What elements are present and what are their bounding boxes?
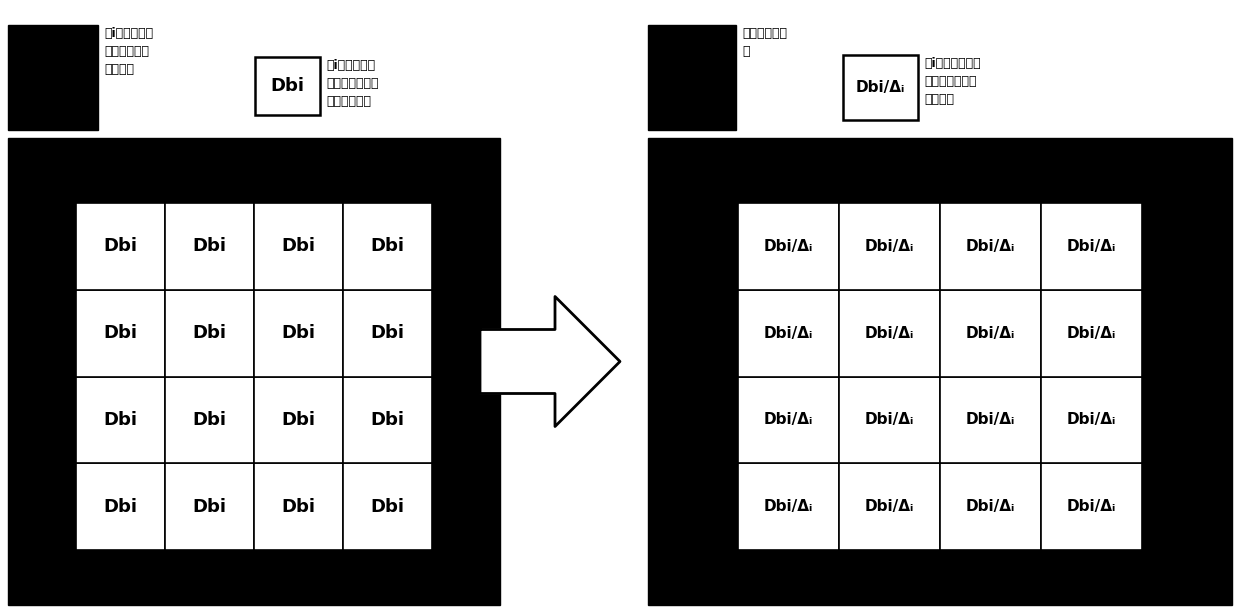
Text: Dbi: Dbi [192, 411, 227, 429]
Text: Dbi: Dbi [103, 498, 138, 515]
Polygon shape [480, 296, 620, 426]
Bar [7, 25, 98, 130]
Bar [76, 290, 165, 376]
Bar [165, 376, 254, 463]
Text: Dbi/Δᵢ: Dbi/Δᵢ [1066, 499, 1116, 514]
Text: Dbi/Δᵢ: Dbi/Δᵢ [864, 326, 914, 340]
Text: Dbi/Δᵢ: Dbi/Δᵢ [966, 239, 1016, 254]
Bar [76, 463, 165, 550]
Text: Dbi: Dbi [103, 411, 138, 429]
Bar [839, 203, 940, 290]
Text: Dbi: Dbi [103, 237, 138, 256]
Bar [254, 203, 343, 290]
Text: Dbi/Δᵢ: Dbi/Δᵢ [864, 239, 914, 254]
Text: Dbi/Δᵢ: Dbi/Δᵢ [966, 499, 1016, 514]
Bar [649, 138, 1233, 605]
Text: Dbi: Dbi [192, 324, 227, 342]
Text: Dbi/Δᵢ: Dbi/Δᵢ [864, 499, 914, 514]
Bar [254, 290, 343, 376]
Text: Dbi: Dbi [281, 411, 315, 429]
Text: Dbi/Δᵢ: Dbi/Δᵢ [966, 412, 1016, 428]
Bar [343, 203, 432, 290]
Bar [1042, 203, 1142, 290]
Bar [649, 25, 737, 130]
Text: Dbi/Δᵢ: Dbi/Δᵢ [864, 412, 914, 428]
Bar [255, 57, 320, 115]
Bar [940, 376, 1042, 463]
Text: 参照物比例系
数: 参照物比例系 数 [742, 27, 787, 58]
Bar [254, 463, 343, 550]
Bar [940, 290, 1042, 376]
Text: 第i个新显示屏的
待校正显示屏的
校正系数: 第i个新显示屏的 待校正显示屏的 校正系数 [924, 57, 981, 106]
Text: Dbi/Δᵢ: Dbi/Δᵢ [764, 412, 813, 428]
Bar [839, 376, 940, 463]
Text: Dbi: Dbi [281, 324, 315, 342]
Bar [738, 203, 839, 290]
Text: Dbi: Dbi [371, 324, 404, 342]
Text: Dbi/Δᵢ: Dbi/Δᵢ [1066, 412, 1116, 428]
Bar [76, 376, 165, 463]
Text: Dbi: Dbi [103, 324, 138, 342]
Bar [839, 463, 940, 550]
Text: Dbi: Dbi [371, 498, 404, 515]
Bar [1042, 290, 1142, 376]
Bar [343, 463, 432, 550]
Text: Dbi: Dbi [281, 237, 315, 256]
Bar [76, 203, 165, 290]
Bar [7, 138, 500, 605]
Bar [738, 376, 839, 463]
Text: 第i个新显示屏
的参照物的校
正系数组: 第i个新显示屏 的参照物的校 正系数组 [104, 27, 153, 76]
Bar [343, 376, 432, 463]
Text: Dbi/Δᵢ: Dbi/Δᵢ [1066, 239, 1116, 254]
Text: Dbi: Dbi [371, 237, 404, 256]
Text: Dbi: Dbi [281, 498, 315, 515]
Text: Dbi: Dbi [192, 498, 227, 515]
Bar [940, 203, 1042, 290]
Bar [254, 376, 343, 463]
Bar [738, 290, 839, 376]
Bar [165, 203, 254, 290]
Bar [343, 290, 432, 376]
Text: 第i个新显示屏
的待校正显示屏
的参考系数组: 第i个新显示屏 的待校正显示屏 的参考系数组 [326, 59, 378, 108]
Text: Dbi: Dbi [371, 411, 404, 429]
Text: Dbi/Δᵢ: Dbi/Δᵢ [856, 80, 905, 95]
Text: Dbi/Δᵢ: Dbi/Δᵢ [764, 326, 813, 340]
Text: Dbi: Dbi [192, 237, 227, 256]
Bar [738, 463, 839, 550]
Bar [1042, 463, 1142, 550]
Bar [843, 55, 918, 120]
Bar [1042, 376, 1142, 463]
Bar [165, 290, 254, 376]
Bar [940, 463, 1042, 550]
Bar [839, 290, 940, 376]
Text: Dbi/Δᵢ: Dbi/Δᵢ [966, 326, 1016, 340]
Bar [165, 463, 254, 550]
Text: Dbi/Δᵢ: Dbi/Δᵢ [764, 499, 813, 514]
Text: Dbi: Dbi [270, 77, 305, 95]
Text: Dbi/Δᵢ: Dbi/Δᵢ [1066, 326, 1116, 340]
Text: Dbi/Δᵢ: Dbi/Δᵢ [764, 239, 813, 254]
